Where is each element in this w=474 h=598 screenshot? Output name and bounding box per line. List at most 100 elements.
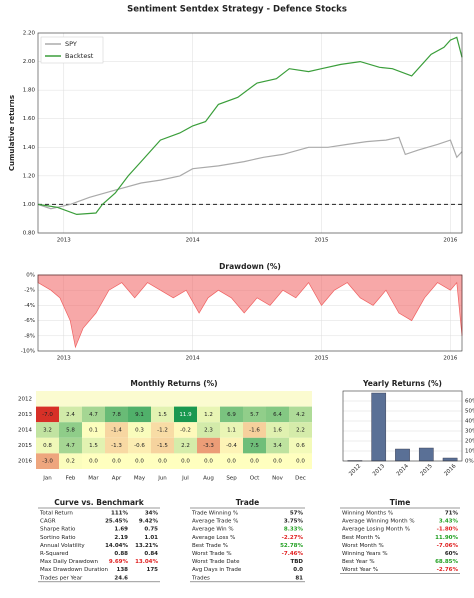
x-tick-label: 2015	[420, 463, 434, 477]
y-tick-label: 0%	[465, 459, 474, 465]
heatmap-cell	[151, 391, 174, 407]
row-value: 13.21%	[135, 543, 158, 549]
cell-label: 0.0	[273, 459, 282, 465]
row-label: 2014	[18, 428, 32, 434]
cell-label: 6.4	[273, 412, 282, 418]
cell-label: 1.5	[89, 443, 98, 449]
x-tick-label: Nov	[272, 476, 283, 482]
heatmap-cell	[105, 437, 128, 454]
cell-label: 4.2	[296, 412, 305, 418]
row-label: Worst Trade %	[192, 551, 232, 557]
cell-label: 1.2	[204, 412, 213, 418]
cell-label: -3.3	[203, 443, 214, 449]
cell-label: 1.1	[227, 428, 236, 434]
cell-label: 4.7	[89, 412, 98, 418]
heatmap-cell	[36, 422, 59, 438]
cell-label: 2.4	[66, 412, 75, 418]
row-label: Worst Month %	[342, 543, 384, 549]
cell-label: 2.3	[204, 428, 213, 434]
heatmap-cell	[151, 406, 174, 423]
row-label: Annual Volatility	[40, 543, 85, 549]
cell-label: 1.5	[158, 412, 167, 418]
y-tick-label: 0.80	[23, 231, 36, 237]
heatmap-cell	[289, 391, 312, 407]
bar	[418, 447, 434, 462]
cell-label: -0.6	[134, 443, 145, 449]
heatmap-cell	[174, 406, 197, 423]
row-label: 2013	[18, 412, 32, 418]
row-value: 0.75	[144, 527, 158, 533]
heatmap-cell	[128, 453, 151, 469]
x-tick-label: Apr	[112, 476, 122, 482]
page-title: Sentiment Sentdex Strategy - Defence Sto…	[127, 5, 347, 15]
y-tick-label: 2.20	[23, 31, 36, 37]
row-value: 1.01	[144, 535, 158, 541]
heatmap-cell	[197, 391, 220, 407]
row-label: Trades per Year	[39, 575, 83, 581]
heatmap-cell	[59, 406, 82, 423]
row-label: Best Month %	[342, 535, 380, 541]
heatmap-cell	[266, 391, 289, 407]
heatmap-cell	[174, 453, 197, 469]
y-tick-label: 20%	[465, 439, 474, 445]
heatmap-cell	[220, 406, 243, 423]
row-value: 9.42%	[139, 519, 159, 525]
heatmap-cell	[82, 453, 105, 469]
drawdown-area	[37, 274, 463, 349]
row-label: Trade Winning %	[191, 511, 238, 517]
cell-label: 0.2	[66, 459, 75, 465]
y-tick-label: 60%	[465, 399, 474, 405]
row-label: Average Trade %	[192, 519, 238, 525]
row-label: Average Winning Month %	[342, 519, 415, 525]
heatmap-cell	[289, 422, 312, 438]
y-tick-label: -2%	[24, 288, 35, 294]
cell-label: -0.4	[226, 443, 237, 449]
heatmap-cell	[82, 422, 105, 438]
chart-title: Yearly Returns (%)	[362, 379, 442, 388]
row-label: CAGR	[40, 519, 56, 525]
cell-label: -1.6	[249, 428, 260, 434]
plot-frame	[342, 390, 463, 462]
heatmap-cell	[82, 391, 105, 407]
heatmap-cell	[266, 422, 289, 438]
heatmap-cell	[266, 453, 289, 469]
x-tick-label: Jul	[181, 476, 189, 482]
plot-area	[38, 33, 462, 233]
cell-label: 6.9	[227, 412, 236, 418]
x-tick-label: 2015	[315, 356, 329, 362]
x-tick-label: 2014	[186, 238, 200, 244]
table-title: Trade	[236, 498, 260, 507]
table-title: Curve vs. Benchmark	[54, 498, 144, 507]
row-label: Average Loss %	[192, 535, 235, 541]
heatmap-cell	[197, 453, 220, 469]
x-tick-label: 2014	[186, 356, 200, 362]
row-label: Winning Months %	[342, 511, 393, 517]
cell-label: 0.6	[296, 443, 305, 449]
row-value: 57%	[290, 511, 304, 517]
x-tick-label: Mar	[88, 476, 99, 482]
row-label: Max Drawdown Duration	[40, 567, 108, 573]
table-title: Time	[390, 498, 411, 507]
row-value: 138	[117, 567, 129, 573]
heatmap-cell	[243, 406, 266, 423]
row-value: 14.04%	[105, 543, 128, 549]
heatmap-cell	[197, 437, 220, 454]
heatmap-cell	[243, 453, 266, 469]
row-value: -7.06%	[437, 543, 459, 549]
heatmap-cell	[197, 406, 220, 423]
heatmap-cell	[220, 391, 243, 407]
cell-label: 5.8	[66, 428, 75, 434]
row-value: 24.6	[114, 575, 128, 581]
x-tick-label: May	[134, 476, 146, 482]
row-label: Sharpe Ratio	[40, 527, 76, 533]
row-value: 60%	[445, 551, 459, 557]
x-tick-label: 2013	[57, 356, 71, 362]
heatmap-cell	[266, 437, 289, 454]
y-tick-label: 40%	[465, 419, 474, 425]
row-value: 8.33%	[284, 527, 304, 533]
heatmap-cell	[289, 437, 312, 454]
row-label: Average Win %	[192, 527, 234, 533]
cell-label: 2.2	[181, 443, 190, 449]
row-label: Average Losing Month %	[342, 527, 410, 533]
